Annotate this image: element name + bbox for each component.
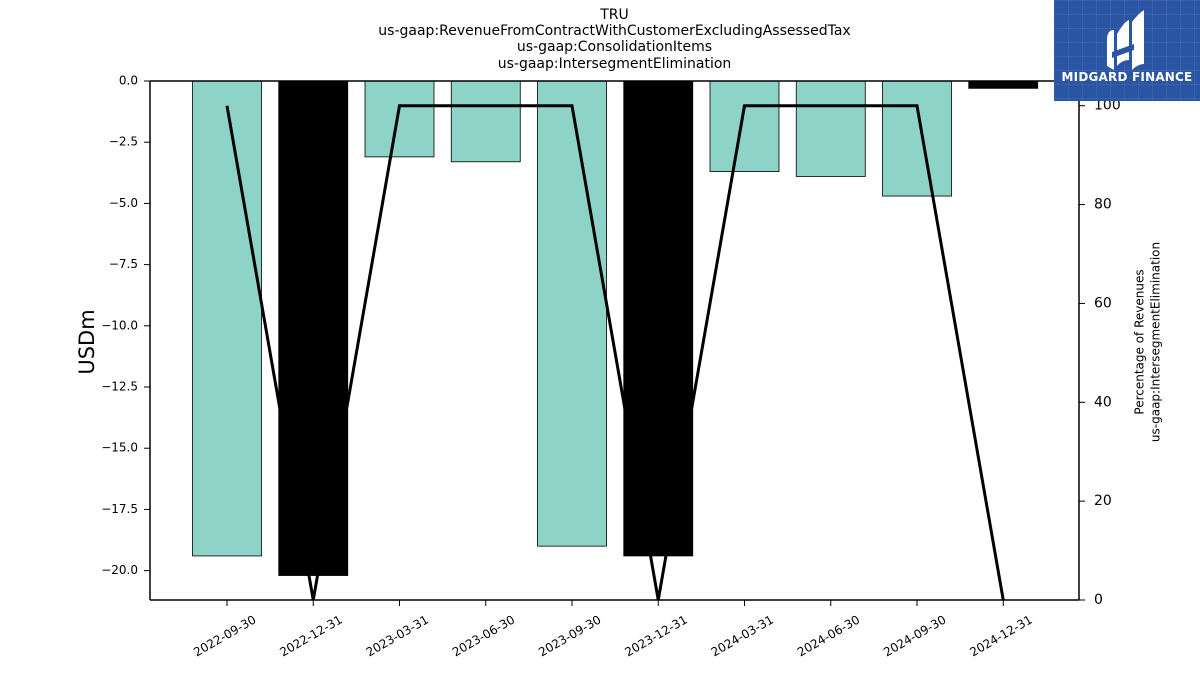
line-group [225,104,1005,601]
chart-title-line-2: us-gaap:RevenueFromContractWithCustomerE… [378,23,851,39]
logo-text: MIDGARD FINANCE [1061,70,1193,84]
x-tick-label: 2024-06-30 [795,612,862,659]
chart-title-line-1: TRU [600,7,629,23]
bar [623,80,694,557]
bar [795,80,866,177]
x-tick-label: 2024-09-30 [881,612,948,659]
x-tick-label: 2022-12-31 [277,612,344,659]
bars-group [192,80,1039,576]
bar [537,80,607,547]
y-axis-right-title-line-2: us-gaap:IntersegmentElimination [1149,242,1163,442]
y-right-tick-label: 0 [1094,592,1103,608]
y-tick-label: 0.0 [119,74,138,88]
y-tick-label: −2.5 [109,135,138,149]
y-tick-label: −15.0 [101,441,138,455]
x-tick-label: 2023-12-31 [622,612,689,659]
y-tick-label: −20.0 [101,563,138,577]
x-tick-label: 2022-09-30 [191,612,258,659]
bar [192,80,262,557]
x-tick-label: 2023-03-31 [364,612,431,659]
y-tick-label: −17.5 [101,502,138,516]
x-tick-label: 2023-09-30 [536,612,603,659]
series-line [225,104,1005,601]
y-right-tick-label: 100 [1094,98,1121,114]
y-tick-label: −7.5 [109,257,138,271]
y-right-tick-label: 60 [1094,295,1112,311]
y-right-tick-label: 20 [1094,493,1112,509]
midgard-finance-logo: MIDGARD FINANCE [1054,0,1200,101]
chart-title-line-4: us-gaap:IntersegmentElimination [497,56,732,72]
y-right-tick-label: 80 [1094,197,1112,213]
bar [364,80,435,158]
y-tick-label: −10.0 [101,318,138,332]
x-tick-label: 2024-12-31 [967,612,1034,659]
y-axis-right-title-line-1: Percentage of Revenues [1133,269,1147,414]
bar [882,80,952,197]
midgard-m-logo-icon [1107,10,1144,70]
bar [968,80,1039,89]
bar [709,80,780,172]
x-tick-label: 2023-06-30 [450,612,517,659]
bar [450,80,521,163]
y-tick-label: −5.0 [109,196,138,210]
y-tick-label: −12.5 [101,380,138,394]
y-axis-title: USDm [75,309,99,374]
x-tick-label: 2024-03-31 [709,612,776,659]
y-right-tick-label: 40 [1094,394,1112,410]
chart-title-line-3: us-gaap:ConsolidationItems [516,39,713,55]
bar [278,80,349,576]
